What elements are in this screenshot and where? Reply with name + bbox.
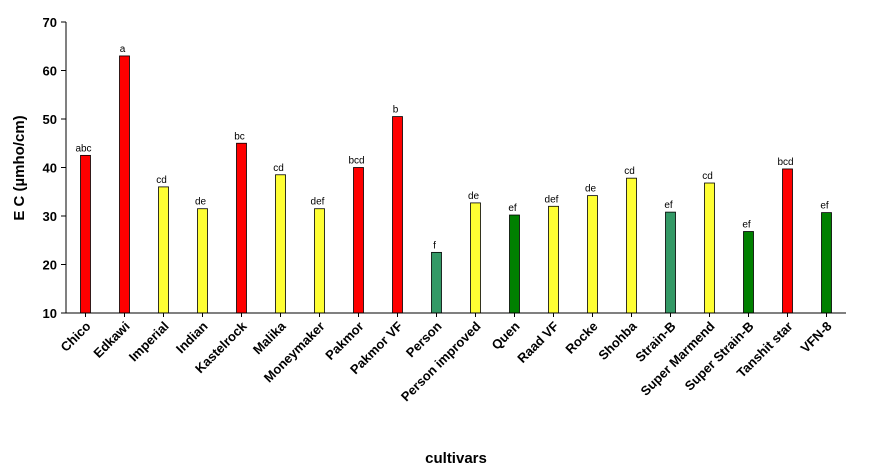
significance-label-18: bcd (777, 157, 793, 168)
significance-label-10: de (468, 191, 480, 202)
bar-18 (782, 168, 793, 314)
y-axis-title: E C (µmho/cm) (11, 115, 28, 220)
x-category-label: Imperial (126, 319, 172, 365)
bar-7 (353, 167, 364, 314)
y-tick-label: 50 (43, 112, 57, 127)
significance-label-3: de (195, 197, 207, 208)
y-tick-label: 70 (43, 15, 57, 30)
x-category-label: Indian (173, 318, 211, 356)
significance-label-5: cd (273, 163, 284, 174)
bar-10 (470, 202, 481, 314)
significance-label-13: de (585, 184, 597, 195)
bar-12 (548, 205, 559, 314)
bars (80, 55, 832, 314)
bar-6 (314, 208, 325, 314)
x-category-label: Rocke (562, 319, 600, 357)
bar-0 (80, 154, 91, 314)
bar-4 (236, 142, 247, 314)
significance-label-4: bc (234, 131, 245, 142)
significance-label-15: ef (664, 200, 673, 211)
bar-2 (158, 186, 169, 314)
bar-8 (392, 116, 403, 314)
bar-3 (197, 208, 208, 314)
significance-label-0: abc (75, 143, 91, 154)
bar-1 (119, 55, 130, 314)
bar-11 (509, 214, 520, 314)
y-tick-label: 10 (43, 306, 57, 321)
significance-label-6: def (311, 197, 325, 208)
x-category-label: VFN-8 (797, 319, 834, 356)
x-category-label: Chico (57, 318, 93, 354)
bar-14 (626, 177, 637, 314)
significance-label-8: b (393, 105, 399, 116)
x-category-label: Raad VF (514, 318, 561, 365)
y-axis-ticks: 10 20 30 40 50 60 70 (43, 15, 66, 321)
significance-label-9: f (433, 240, 436, 251)
x-category-label: Super Strain-B (682, 319, 757, 394)
significance-label-2: cd (156, 175, 167, 186)
significance-labels: abc a cd de bc cd def bcd b f de ef def de cd ef cd ef bcd… (75, 44, 828, 251)
significance-label-17: ef (742, 220, 751, 231)
y-tick-label: 30 (43, 209, 57, 224)
significance-label-12: def (545, 194, 559, 205)
y-tick-label: 20 (43, 258, 57, 273)
bar-17 (743, 231, 754, 314)
significance-label-16: cd (702, 171, 713, 182)
bar-9 (431, 251, 442, 314)
bar-5 (275, 174, 286, 314)
x-axis-title: cultivars (425, 450, 487, 467)
bar-16 (704, 182, 715, 314)
significance-label-11: ef (508, 203, 517, 214)
significance-label-7: bcd (348, 156, 364, 167)
significance-label-14: cd (624, 166, 635, 177)
y-tick-label: 60 (43, 64, 57, 79)
significance-label-1: a (120, 44, 126, 55)
bar-19 (821, 212, 832, 314)
bar-15 (665, 211, 676, 314)
significance-label-19: ef (820, 201, 829, 212)
x-category-label: Quen (489, 318, 523, 352)
y-tick-label: 40 (43, 161, 57, 176)
bar-13 (587, 195, 598, 314)
